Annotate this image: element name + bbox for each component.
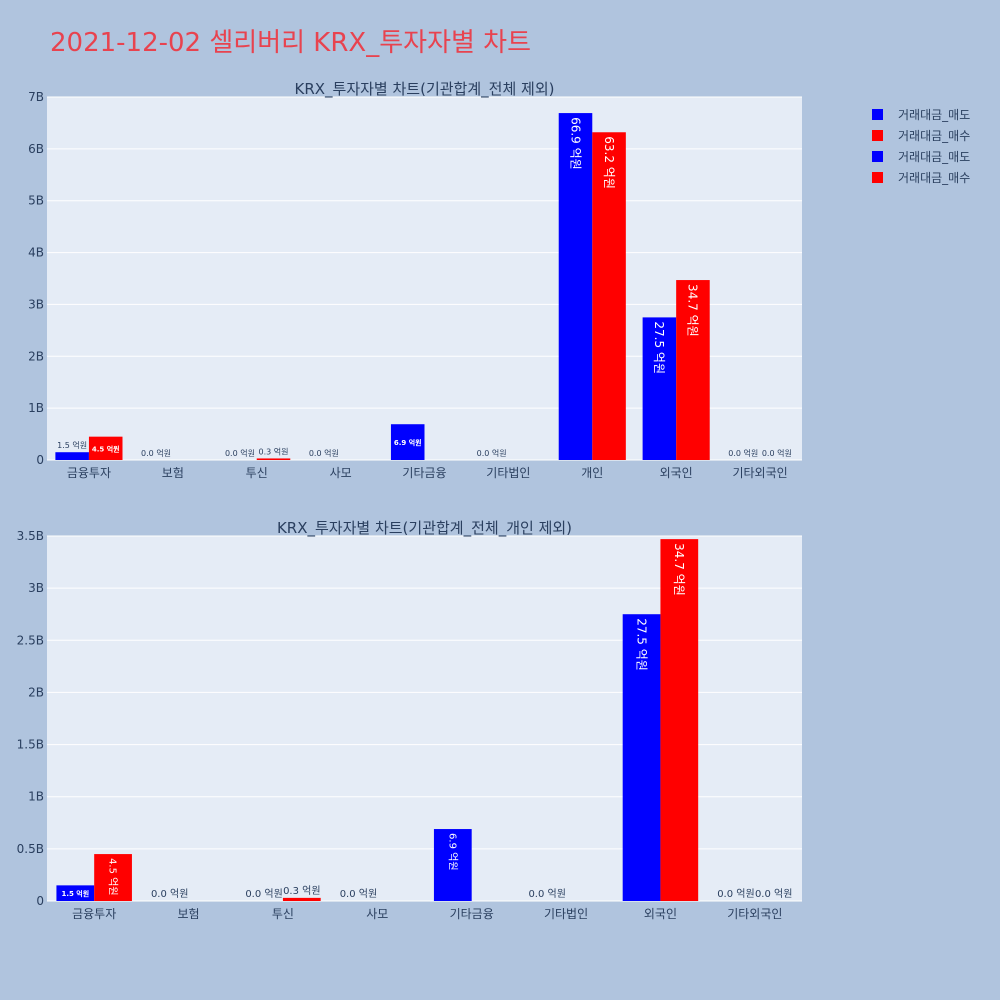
data-label: 0.3 억원 (283, 885, 320, 897)
x-tick-label: 기타외국인 (727, 907, 782, 921)
bar-sell[interactable] (558, 113, 593, 460)
data-label: 0.0 억원 (528, 888, 565, 900)
x-tick-label: 보험 (162, 466, 184, 480)
x-tick-label: 투신 (246, 466, 268, 480)
data-label: 0.0 억원 (245, 888, 282, 900)
data-label: 0.0 억원 (309, 448, 339, 458)
bar-buy[interactable] (94, 854, 132, 901)
x-tick-label: 보험 (178, 907, 200, 921)
y-tick-label: 7B (28, 90, 44, 104)
data-label: 4.5 억원 (107, 858, 119, 895)
data-label: 1.5 억원 (57, 440, 87, 450)
y-tick-label: 6B (28, 142, 44, 156)
y-tick-label: 0 (36, 894, 44, 908)
data-label: 27.5 억원 (652, 321, 666, 374)
legend-item[interactable]: 거래대금_매도 (872, 104, 970, 125)
bar-sell[interactable] (622, 614, 661, 901)
chart-bottom: 0 0.5B 1B 1.5B 2B 2.5B 3B 3.5B KRX_투자자별 차트(기관합계_… (17, 519, 802, 921)
x-tick-label: 개인 (581, 466, 603, 480)
data-label: 6.9 억원 (394, 438, 422, 447)
legend-label: 거래대금_매도 (898, 150, 971, 164)
y-tick-label: 0 (36, 453, 44, 467)
data-label: 34.7 억원 (672, 543, 686, 596)
bar-buy[interactable] (592, 132, 626, 460)
page-title: 2021-12-02 셀리버리 KRX_투자자별 차트 (50, 28, 532, 58)
chart-top: 0 1B 2B 3B 4B 5B 6B 7B KRX_투자자별 차트(기관합계_전체 제외) 금융… (28, 80, 802, 480)
legend-swatch (872, 130, 883, 141)
bar-buy[interactable] (660, 539, 699, 901)
x-tick-label: 기타법인 (544, 907, 588, 921)
legend-item[interactable]: 거래대금_매수 (872, 125, 970, 146)
bar-buy[interactable] (256, 458, 291, 460)
x-tick-label: 기타법인 (486, 466, 530, 480)
x-tick-label: 기타외국인 (732, 466, 787, 480)
data-label: 27.5 억원 (634, 618, 648, 671)
data-label: 0.0 억원 (151, 888, 188, 900)
legend-swatch (872, 172, 883, 183)
chart-title: KRX_투자자별 차트(기관합계_전체_개인 제외) (277, 519, 572, 538)
data-label: 0.0 억원 (755, 888, 792, 900)
data-label: 6.9 억원 (446, 833, 458, 870)
x-tick-label: 금융투자 (72, 907, 116, 921)
data-label: 0.0 억원 (340, 888, 377, 900)
y-tick-label: 1B (28, 790, 44, 804)
legend-swatch (872, 109, 883, 120)
y-tick-label: 3B (28, 297, 44, 311)
legend-label: 거래대금_매수 (898, 171, 971, 185)
bar-buy[interactable] (88, 436, 123, 460)
x-tick-label: 사모 (366, 907, 388, 921)
data-label: 0.0 억원 (728, 448, 758, 458)
legend-label: 거래대금_매수 (898, 129, 971, 143)
x-tick-label: 사모 (330, 466, 352, 480)
data-label: 1.5 억원 (61, 889, 89, 898)
y-tick-label: 2B (28, 349, 44, 363)
x-tick-label: 금융투자 (67, 466, 111, 480)
chart-title: KRX_투자자별 차트(기관합계_전체 제외) (295, 80, 555, 99)
x-tick-label: 투신 (272, 907, 294, 921)
data-label: 4.5 억원 (92, 444, 120, 453)
legend-item[interactable]: 거래대금_매도 (872, 146, 970, 167)
bar-sell[interactable] (642, 317, 677, 460)
data-label: 0.0 억원 (762, 448, 792, 458)
data-label: 63.2 억원 (602, 136, 616, 189)
data-label: 0.3 억원 (259, 446, 289, 456)
data-label: 66.9 억원 (568, 117, 582, 170)
x-tick-label: 기타금융 (450, 907, 494, 921)
x-tick-label: 외국인 (644, 907, 677, 921)
bar-buy[interactable] (676, 280, 710, 460)
y-tick-label: 1B (28, 401, 44, 415)
data-label: 0.0 억원 (141, 448, 171, 458)
y-tick-label: 2B (28, 685, 44, 699)
y-tick-label: 2.5B (17, 633, 44, 647)
y-tick-label: 1.5B (17, 738, 44, 752)
legend-label: 거래대금_매도 (898, 108, 971, 122)
data-label: 34.7 억원 (686, 284, 700, 337)
legend-swatch (872, 151, 883, 162)
y-tick-label: 5B (28, 194, 44, 208)
y-tick-label: 0.5B (17, 842, 44, 856)
x-tick-label: 기타금융 (402, 466, 446, 480)
data-label: 0.0 억원 (717, 888, 754, 900)
legend-item[interactable]: 거래대금_매수 (872, 167, 970, 188)
y-tick-label: 4B (28, 246, 44, 260)
y-tick-label: 3B (28, 581, 44, 595)
bar-sell[interactable] (390, 424, 425, 460)
legend: 거래대금_매도 거래대금_매수 거래대금_매도 거래대금_매수 (872, 104, 970, 188)
y-tick-label: 3.5B (17, 529, 44, 543)
data-label: 0.0 억원 (225, 448, 255, 458)
bar-buy[interactable] (282, 897, 321, 901)
bar-sell[interactable] (56, 885, 95, 901)
bar-sell[interactable] (55, 452, 89, 460)
data-label: 0.0 억원 (477, 448, 507, 458)
bar-sell[interactable] (433, 829, 472, 901)
x-tick-label: 외국인 (660, 466, 693, 480)
